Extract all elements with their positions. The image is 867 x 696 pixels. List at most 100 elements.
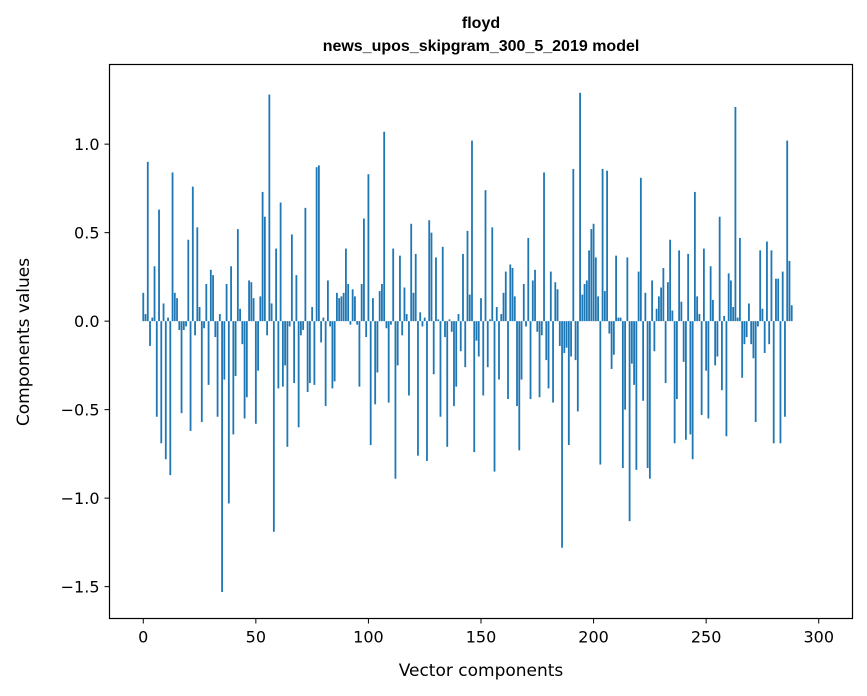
- bar: [718, 216, 721, 322]
- y-tick-label: −1.0: [61, 489, 100, 508]
- bar: [358, 321, 361, 387]
- bar: [563, 321, 566, 354]
- bar: [191, 186, 194, 322]
- bar: [378, 291, 381, 322]
- bar: [351, 289, 354, 322]
- bar: [205, 283, 208, 322]
- bar: [520, 321, 523, 380]
- bar: [372, 298, 374, 322]
- bar: [768, 321, 771, 345]
- bar: [320, 321, 323, 343]
- bar: [185, 321, 187, 327]
- y-axis-label: Components values: [14, 258, 34, 426]
- bar: [468, 294, 471, 322]
- bar: [610, 321, 613, 369]
- bar: [453, 321, 455, 407]
- bar: [572, 168, 575, 322]
- bar: [250, 282, 253, 322]
- bar: [466, 230, 469, 322]
- bar: [324, 321, 327, 407]
- bar: [696, 296, 699, 322]
- bar: [691, 321, 694, 460]
- bar: [574, 321, 577, 361]
- bar: [732, 306, 735, 322]
- bar: [342, 292, 345, 322]
- bar: [387, 321, 390, 403]
- bar: [635, 321, 638, 470]
- bar: [646, 321, 649, 469]
- bar: [376, 321, 379, 373]
- bar: [784, 321, 786, 417]
- y-tick-label: 0.0: [74, 312, 99, 331]
- bar: [666, 282, 669, 322]
- bar: [673, 321, 676, 444]
- bar: [734, 106, 737, 322]
- bar: [790, 305, 793, 322]
- y-axis-ticks: −1.5 −1.0 −0.5 0.0 0.5 1.0: [61, 135, 110, 597]
- bar: [486, 321, 489, 368]
- bar: [475, 321, 478, 341]
- bar: [597, 296, 599, 322]
- bar: [241, 321, 244, 345]
- bar: [509, 264, 512, 322]
- bar: [680, 301, 683, 322]
- bar: [664, 321, 667, 384]
- bar: [621, 321, 624, 469]
- bar: [561, 321, 563, 548]
- bar: [477, 321, 480, 357]
- bar: [437, 319, 440, 322]
- bar: [538, 321, 541, 398]
- bar: [660, 287, 663, 322]
- bar: [306, 321, 309, 392]
- bar: [700, 321, 703, 415]
- bar: [630, 321, 633, 364]
- bar: [293, 321, 296, 384]
- bar: [311, 306, 314, 322]
- bar: [752, 321, 755, 359]
- bar: [203, 321, 205, 329]
- bar: [540, 321, 543, 336]
- bar: [158, 209, 160, 322]
- bar: [142, 292, 145, 322]
- bar: [599, 321, 602, 465]
- bar: [383, 131, 386, 322]
- bar: [594, 257, 597, 322]
- bar: [601, 168, 604, 322]
- bars-group: [142, 92, 793, 592]
- bar: [252, 298, 255, 322]
- bar: [626, 257, 629, 322]
- bar: [216, 321, 219, 417]
- bar: [624, 321, 626, 410]
- bar: [401, 321, 404, 336]
- bar: [151, 317, 154, 322]
- bar: [266, 321, 269, 336]
- bar: [441, 246, 444, 322]
- bar: [534, 269, 536, 322]
- bar: [772, 321, 775, 444]
- bar: [536, 321, 539, 332]
- bar: [619, 317, 622, 322]
- bar: [628, 321, 631, 522]
- bar: [723, 315, 726, 322]
- y-tick-label: −1.5: [61, 578, 100, 597]
- bar: [671, 310, 674, 322]
- bar: [374, 321, 377, 405]
- bar: [200, 321, 203, 423]
- bar: [748, 303, 750, 322]
- bar: [482, 321, 485, 396]
- bar: [473, 321, 476, 453]
- bar: [399, 255, 401, 322]
- bar: [739, 237, 741, 322]
- bar: [669, 239, 672, 322]
- bar: [716, 321, 719, 357]
- bar: [489, 319, 491, 322]
- bar: [741, 321, 744, 378]
- bar: [327, 280, 329, 322]
- bar: [721, 321, 723, 391]
- bar: [414, 253, 417, 322]
- bar: [757, 321, 759, 327]
- bar: [412, 292, 415, 322]
- bar: [655, 308, 658, 322]
- bar: [709, 266, 712, 322]
- bar: [164, 321, 167, 460]
